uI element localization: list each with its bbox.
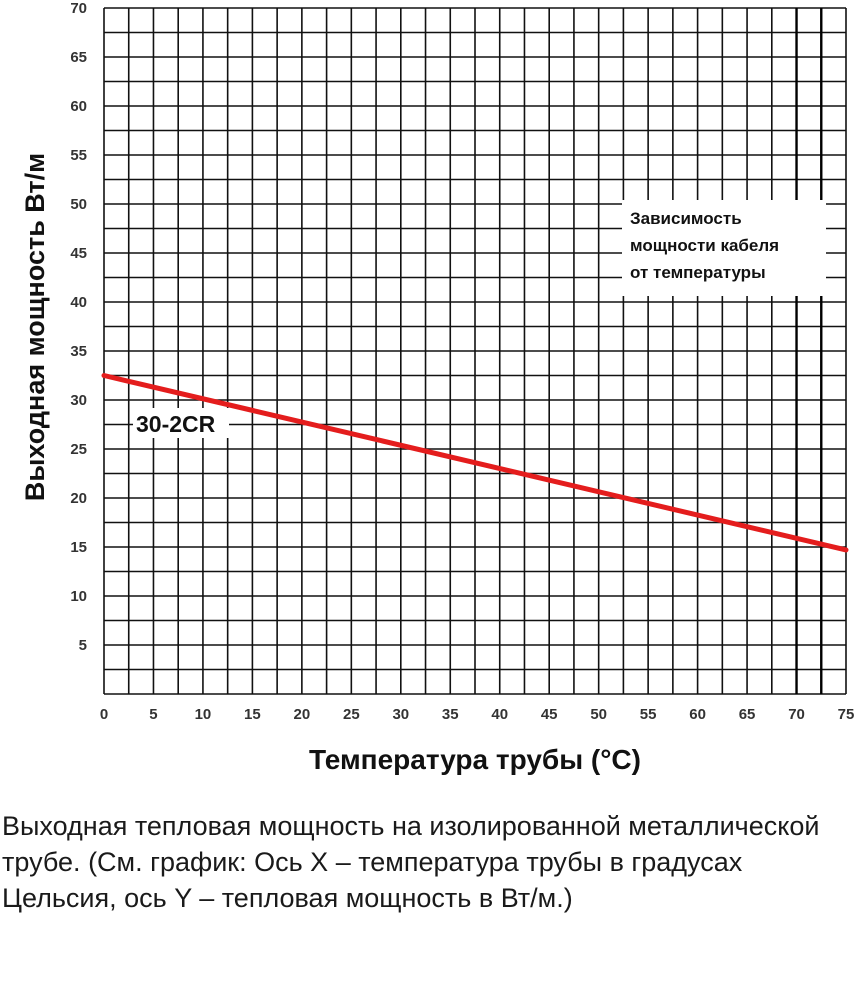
chart: 5 10 15 20 25 30 35 40 45 50 55 60 65 70 0 5 10 15 20 25 30… bbox=[20, 0, 855, 775]
y-tick-label: 40 bbox=[70, 294, 87, 311]
x-tick-label: 10 bbox=[195, 706, 212, 723]
y-tick-labels: 5 10 15 20 25 30 35 40 45 50 55 60 65 70 bbox=[70, 0, 87, 654]
x-tick-label: 60 bbox=[689, 706, 706, 723]
y-tick-label: 50 bbox=[70, 196, 87, 213]
y-tick-label: 5 bbox=[79, 637, 87, 654]
y-tick-label: 55 bbox=[70, 147, 87, 164]
series-label-group: 30-2CR bbox=[133, 408, 229, 438]
y-tick-label: 30 bbox=[70, 392, 87, 409]
y-tick-label: 60 bbox=[70, 98, 87, 115]
x-tick-label: 0 bbox=[100, 706, 108, 723]
y-tick-label: 15 bbox=[70, 539, 87, 556]
x-tick-label: 45 bbox=[541, 706, 558, 723]
legend-line-2: мощности кабеля bbox=[630, 236, 779, 255]
x-tick-label: 65 bbox=[739, 706, 756, 723]
x-axis-title: Температура трубы (°C) bbox=[309, 744, 641, 775]
y-tick-label: 10 bbox=[70, 588, 87, 605]
x-tick-label: 70 bbox=[788, 706, 805, 723]
x-tick-label: 75 bbox=[838, 706, 855, 723]
x-tick-label: 35 bbox=[442, 706, 459, 723]
x-tick-label: 20 bbox=[294, 706, 311, 723]
legend-box: Зависимость мощности кабеля от температу… bbox=[622, 200, 826, 296]
x-tick-labels: 0 5 10 15 20 25 30 35 40 45 50 55 60 65 70 75 bbox=[100, 706, 855, 723]
grid bbox=[103, 7, 847, 695]
x-tick-label: 40 bbox=[491, 706, 508, 723]
series-layer bbox=[101, 373, 849, 553]
y-tick-label: 35 bbox=[70, 343, 87, 360]
x-tick-label: 25 bbox=[343, 706, 360, 723]
legend-box-bg bbox=[622, 200, 826, 296]
y-tick-label: 65 bbox=[70, 49, 87, 66]
reference-lines bbox=[795, 8, 823, 694]
caption: Выходная тепловая мощность на изолирован… bbox=[2, 811, 820, 913]
x-tick-label: 50 bbox=[590, 706, 607, 723]
series-label: 30-2CR bbox=[136, 411, 216, 437]
y-tick-label: 25 bbox=[70, 441, 87, 458]
series-line bbox=[101, 373, 849, 553]
y-tick-label: 20 bbox=[70, 490, 87, 507]
legend-line-1: Зависимость bbox=[630, 209, 742, 228]
y-tick-label: 70 bbox=[70, 0, 87, 17]
series-label-bg bbox=[133, 408, 229, 438]
x-tick-label: 15 bbox=[244, 706, 261, 723]
y-tick-label: 45 bbox=[70, 245, 87, 262]
x-tick-label: 30 bbox=[392, 706, 409, 723]
legend-line-3: от температуры bbox=[630, 263, 766, 282]
x-tick-label: 55 bbox=[640, 706, 657, 723]
x-tick-label: 5 bbox=[149, 706, 157, 723]
y-axis-title: Выходная мощность Вт/м bbox=[20, 153, 50, 501]
